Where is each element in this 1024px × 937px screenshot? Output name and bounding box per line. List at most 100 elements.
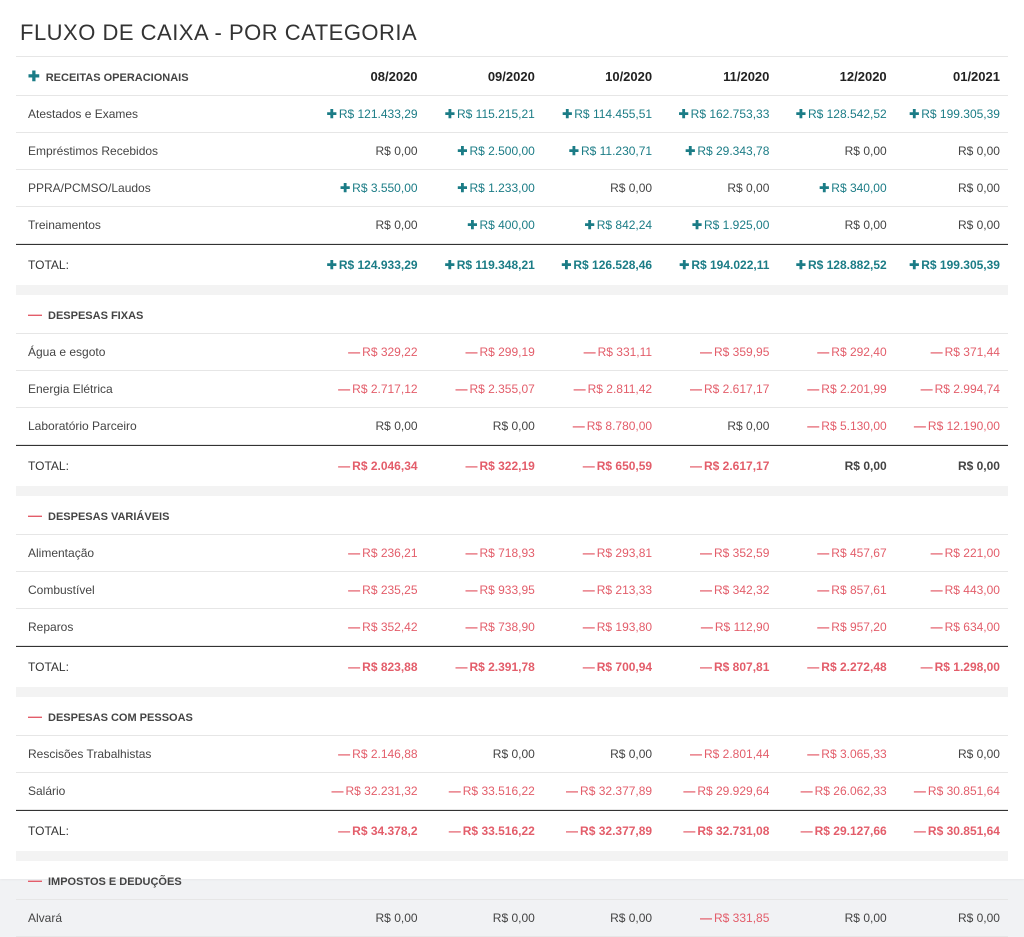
value-text: R$ 2.617,17 — [704, 382, 770, 396]
section-header: — DESPESAS FIXAS — [16, 295, 1008, 334]
plus-icon: ✚ — [795, 258, 806, 272]
section-title[interactable]: — IMPOSTOS E DEDUÇÕES — [16, 872, 306, 888]
table-row[interactable]: Atestados e Exames ✚ R$ 121.433,29 ✚ R$ 115.… — [16, 96, 1008, 133]
minus-icon: — — [930, 546, 943, 560]
value-text: R$ 359,95 — [714, 345, 770, 359]
value-text: R$ 0,00 — [727, 181, 770, 195]
value-text: R$ 0,00 — [957, 218, 1000, 232]
value-cell: R$ 0,00 — [422, 911, 539, 925]
plus-icon: ✚ — [467, 218, 478, 232]
table-row[interactable]: Alvará R$ 0,00 R$ 0,00 R$ 0,00— R$ 331,85 R$ … — [16, 900, 1008, 937]
minus-icon: — — [800, 784, 813, 798]
plus-icon: ✚ — [28, 67, 40, 84]
value-cell: R$ 0,00 — [891, 911, 1008, 925]
value-text: R$ 933,95 — [479, 583, 535, 597]
value-text: R$ 194.022,11 — [691, 258, 770, 272]
minus-icon: — — [28, 708, 42, 724]
table-row[interactable]: Alimentação — R$ 236,21— R$ 718,93— R$ 293,8… — [16, 535, 1008, 572]
value-text: R$ 857,61 — [831, 583, 887, 597]
minus-icon: — — [348, 583, 361, 597]
month-header: 11/2020 — [723, 68, 770, 84]
table-row[interactable]: Laboratório Parceiro R$ 0,00 R$ 0,00— R$ 8.… — [16, 408, 1008, 445]
value-cell: — R$ 322,19 — [422, 459, 539, 473]
value-cell: — R$ 2.994,74 — [891, 382, 1008, 396]
value-cell: — R$ 2.046,34 — [304, 459, 421, 473]
value-text: R$ 121.433,29 — [338, 107, 418, 121]
value-cell: — R$ 2.617,17 — [656, 382, 773, 396]
value-text: R$ 0,00 — [957, 181, 1000, 195]
value-text: R$ 0,00 — [610, 911, 653, 925]
value-cell: — R$ 5.130,00 — [773, 419, 890, 433]
value-text: R$ 32.231,32 — [345, 784, 418, 798]
minus-icon: — — [700, 546, 712, 560]
section-title-label: IMPOSTOS E DEDUÇÕES — [48, 876, 182, 888]
value-cell: — R$ 331,11 — [539, 345, 656, 359]
table-row[interactable]: Água e esgoto — R$ 329,22— R$ 299,19— R$ 331… — [16, 334, 1008, 371]
row-label: Alimentação — [28, 546, 95, 560]
table-row[interactable]: Treinamentos R$ 0,00 ✚ R$ 400,00 ✚ R$ 842,24 ✚… — [16, 207, 1008, 244]
row-label: Atestados e Exames — [28, 107, 139, 121]
section-separator — [16, 285, 1008, 295]
minus-icon: — — [583, 345, 596, 359]
value-cell: ✚ R$ 1.925,00 — [656, 218, 773, 232]
value-cell: R$ 0,00 — [656, 181, 773, 195]
value-cell: — R$ 12.190,00 — [891, 419, 1008, 433]
month-header: 08/2020 — [370, 68, 418, 84]
value-cell: — R$ 807,81 — [656, 660, 773, 674]
table-row[interactable]: Rescisões Trabalhistas — R$ 2.146,88 R$ 0,0… — [16, 736, 1008, 773]
minus-icon: — — [573, 382, 586, 396]
value-cell: — R$ 331,85 — [656, 911, 773, 925]
value-cell: — R$ 650,59 — [539, 459, 656, 473]
plus-icon: ✚ — [561, 258, 572, 272]
value-cell: — R$ 293,81 — [539, 546, 656, 560]
table-row[interactable]: Combustível — R$ 235,25— R$ 933,95— R$ 213,3… — [16, 572, 1008, 609]
value-text: R$ 352,59 — [714, 546, 770, 560]
table-row[interactable]: Empréstimos Recebidos R$ 0,00 ✚ R$ 2.500,00… — [16, 133, 1008, 170]
value-text: R$ 718,93 — [479, 546, 535, 560]
value-text: R$ 0,00 — [844, 218, 887, 232]
section-title[interactable]: — DESPESAS VARIÁVEIS — [16, 507, 306, 523]
table-row[interactable]: Salário — R$ 32.231,32— R$ 33.516,22— R$ 32.… — [16, 773, 1008, 810]
table-row[interactable]: Reparos — R$ 352,42— R$ 738,90— R$ 193,80— R$… — [16, 609, 1008, 646]
minus-icon: — — [690, 382, 702, 396]
value-text: R$ 842,24 — [596, 218, 653, 232]
value-text: R$ 2.391,78 — [469, 660, 535, 674]
row-label: Água e esgoto — [28, 345, 106, 359]
plus-icon: ✚ — [340, 181, 351, 195]
table-row[interactable]: PPRA/PCMSO/Laudos ✚ R$ 3.550,00 ✚ R$ 1.233,0… — [16, 170, 1008, 207]
value-cell: — R$ 352,42 — [304, 620, 421, 634]
value-text: R$ 236,21 — [362, 546, 418, 560]
value-cell: — R$ 3.065,33 — [773, 747, 890, 761]
value-text: R$ 124.933,29 — [338, 258, 418, 272]
value-cell: ✚ R$ 11.230,71 — [539, 144, 656, 158]
row-label: PPRA/PCMSO/Laudos — [28, 181, 151, 195]
value-text: R$ 33.516,22 — [462, 824, 535, 838]
value-cell: ✚ R$ 29.343,78 — [656, 144, 773, 158]
plus-icon: ✚ — [568, 144, 579, 158]
value-text: R$ 400,00 — [479, 218, 535, 232]
table-row[interactable]: Energia Elétrica — R$ 2.717,12— R$ 2.355,07… — [16, 371, 1008, 408]
section-title[interactable]: — DESPESAS COM PESSOAS — [16, 708, 306, 724]
value-text: R$ 32.377,89 — [580, 784, 653, 798]
minus-icon: — — [913, 419, 926, 433]
value-text: R$ 29.929,64 — [697, 784, 770, 798]
value-text: R$ 26.062,33 — [814, 784, 887, 798]
value-text: R$ 634,00 — [944, 620, 1000, 634]
minus-icon: — — [455, 660, 468, 674]
value-text: R$ 2.801,44 — [704, 747, 770, 761]
value-cell: — R$ 957,20 — [773, 620, 890, 634]
value-cell: — R$ 933,95 — [422, 583, 539, 597]
minus-icon: — — [465, 583, 478, 597]
month-header: 12/2020 — [839, 68, 887, 84]
value-text: R$ 957,20 — [831, 620, 887, 634]
minus-icon: — — [690, 747, 702, 761]
value-text: R$ 8.780,00 — [586, 419, 653, 433]
row-label: Combustível — [28, 583, 95, 597]
value-text: R$ 738,90 — [479, 620, 535, 634]
value-cell: — R$ 236,21 — [304, 546, 421, 560]
section-title[interactable]: ✚ RECEITAS OPERACIONAIS — [16, 68, 304, 85]
section-title[interactable]: — DESPESAS FIXAS — [16, 306, 306, 322]
minus-icon: — — [920, 660, 933, 674]
page-title: FLUXO DE CAIXA - POR CATEGORIA — [20, 20, 418, 45]
